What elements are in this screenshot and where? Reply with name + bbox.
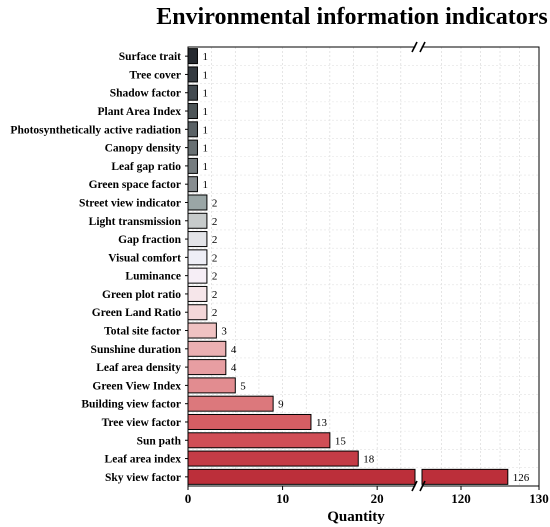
category-label: Gap fraction (118, 234, 182, 246)
bar (187, 322, 217, 339)
category-label: Street view indicator (79, 197, 181, 209)
data-label: 2 (212, 289, 218, 301)
x-tick-label: 10 (276, 491, 289, 506)
data-label: 9 (278, 399, 284, 411)
bar (187, 304, 208, 321)
axis-break-gap (415, 483, 422, 489)
axis-break-gap (415, 44, 422, 50)
category-label: Leaf gap ratio (111, 161, 181, 173)
category-label: Plant Area Index (98, 106, 182, 118)
data-label: 18 (363, 454, 375, 466)
data-label: 2 (212, 216, 218, 228)
data-label: 15 (335, 435, 347, 447)
bar (187, 139, 198, 156)
bar (187, 66, 198, 83)
bar (187, 359, 227, 376)
category-label: Canopy density (105, 143, 182, 155)
data-label: 2 (212, 307, 218, 319)
bar (187, 231, 208, 248)
data-label: 1 (202, 179, 208, 191)
data-label: 4 (231, 362, 237, 374)
bar (187, 377, 236, 394)
data-label: 4 (231, 344, 237, 356)
category-label: Green Land Ratio (92, 307, 181, 319)
data-label: 1 (202, 51, 208, 63)
data-label: 3 (221, 326, 227, 338)
category-label: Leaf area index (105, 454, 182, 466)
bar (187, 84, 198, 101)
bar (187, 212, 208, 229)
data-label: 2 (212, 197, 218, 209)
data-label: 2 (212, 271, 218, 283)
category-label: Building view factor (81, 399, 181, 411)
bar (421, 468, 509, 485)
bar (187, 395, 274, 412)
data-label: 13 (316, 417, 328, 429)
category-label: Visual comfort (108, 252, 181, 264)
bar (187, 48, 198, 65)
category-label: Tree cover (129, 69, 181, 81)
bar (187, 157, 198, 174)
bar (187, 249, 208, 266)
axis-break-slash (411, 480, 418, 492)
axis-break-slash (411, 41, 418, 53)
category-labels: Surface trait Tree cover Shadow factor Plan… (10, 51, 188, 484)
data-label: 1 (202, 124, 208, 136)
data-label: 2 (212, 234, 218, 246)
category-label: Green space factor (89, 179, 181, 191)
category-label: Green View Index (92, 380, 181, 392)
data-label: 1 (202, 69, 208, 81)
bar (187, 413, 312, 430)
category-label: Green plot ratio (102, 289, 181, 301)
category-label: Tree view factor (102, 417, 181, 429)
category-label: Leaf area density (96, 362, 181, 374)
x-tick-label: 130 (529, 491, 549, 506)
x-tick-label: 120 (451, 491, 471, 506)
plot-frame (187, 46, 540, 487)
category-label: Total site factor (104, 326, 181, 338)
bar (187, 194, 208, 211)
data-label: 1 (202, 106, 208, 118)
data-label: 2 (212, 252, 218, 264)
category-label: Surface trait (119, 51, 181, 63)
data-label: 1 (202, 161, 208, 173)
category-label: Sun path (137, 435, 182, 447)
data-label: 1 (202, 88, 208, 100)
axis-break-gap (415, 468, 422, 486)
axis-break-slash (419, 480, 426, 492)
category-label: Luminance (125, 271, 181, 283)
bar (187, 340, 227, 357)
category-label: Light transmission (89, 216, 182, 228)
chart-title: Environmental information indicators (156, 4, 548, 30)
x-axis-ticks: 0 10 20 120 130 (185, 486, 549, 506)
x-axis-title: Quantity (327, 509, 385, 525)
bar (187, 176, 198, 193)
axis-break-marks (411, 41, 426, 492)
category-label: Sky view factor (105, 472, 181, 484)
data-label: 5 (240, 380, 246, 392)
category-label: Shadow factor (110, 88, 181, 100)
bar (187, 450, 359, 467)
bar (187, 121, 198, 138)
bar (187, 285, 208, 302)
bar (187, 267, 208, 284)
data-label: 126 (513, 472, 530, 484)
bar (187, 103, 198, 120)
bar (187, 432, 331, 449)
bars (187, 48, 509, 486)
bar (187, 468, 416, 485)
x-tick-label: 0 (185, 491, 192, 506)
data-label: 1 (202, 143, 208, 155)
category-label: Sunshine duration (91, 344, 182, 356)
category-label: Photosynthetically active radiation (10, 124, 181, 136)
x-tick-label: 20 (371, 491, 384, 506)
axis-break-slash (419, 41, 426, 53)
